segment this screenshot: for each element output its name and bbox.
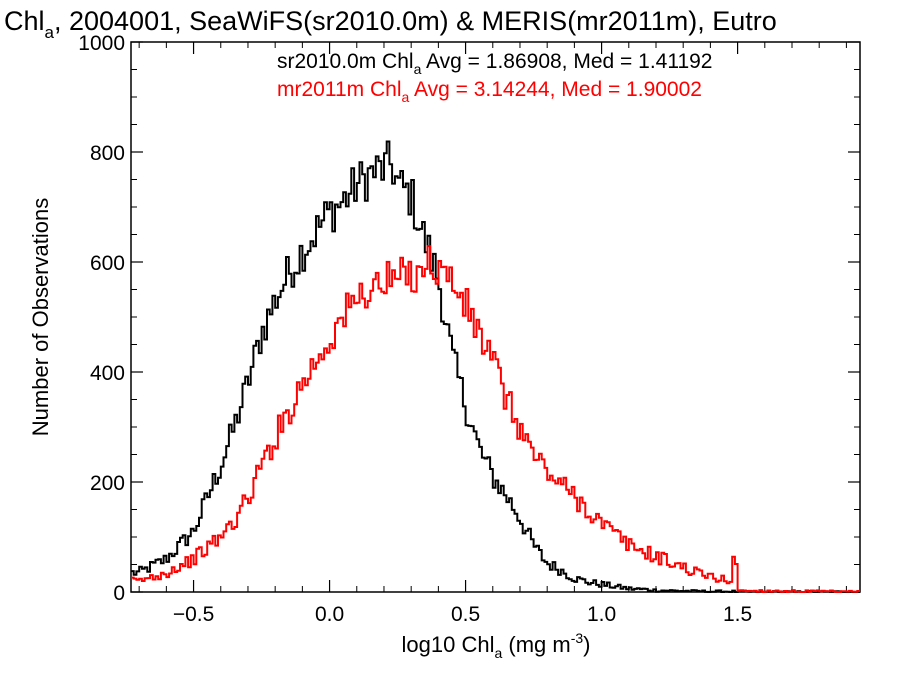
x-tick-label: 1.5 bbox=[723, 603, 752, 626]
x-tick-label: 1.0 bbox=[587, 603, 616, 626]
chart-title: Chla, 2004001, SeaWiFS(sr2010.0m) & MERI… bbox=[4, 6, 777, 42]
y-tick-label: 1000 bbox=[78, 32, 125, 55]
y-axis-label: Number of Observations bbox=[28, 198, 53, 436]
x-tick-label: −0.5 bbox=[173, 603, 214, 626]
x-axis-ticks: −0.5 0.0 0.5 1.0 1.5 bbox=[173, 42, 752, 626]
y-tick-label: 600 bbox=[90, 252, 125, 275]
y-tick-label: 400 bbox=[90, 362, 125, 385]
series-stats-mr2011: mr2011m Chla Avg = 3.14244, Med = 1.9000… bbox=[277, 78, 702, 105]
series-stats-sr2010: sr2010.0m Chla Avg = 1.86908, Med = 1.41… bbox=[277, 50, 713, 77]
series-line-sr2010.0m bbox=[131, 140, 860, 593]
x-axis-label: log10 Chla (mg m-3) bbox=[402, 630, 591, 661]
series-layer bbox=[131, 140, 860, 593]
x-tick-label: 0.0 bbox=[315, 603, 344, 626]
y-tick-label: 800 bbox=[90, 142, 125, 165]
y-axis-ticks: 0 200 400 600 800 1000 bbox=[78, 32, 860, 605]
y-tick-label: 0 bbox=[113, 582, 125, 605]
x-tick-label: 0.5 bbox=[451, 603, 480, 626]
series-line-mr2011m bbox=[131, 245, 860, 593]
y-tick-label: 200 bbox=[90, 472, 125, 495]
